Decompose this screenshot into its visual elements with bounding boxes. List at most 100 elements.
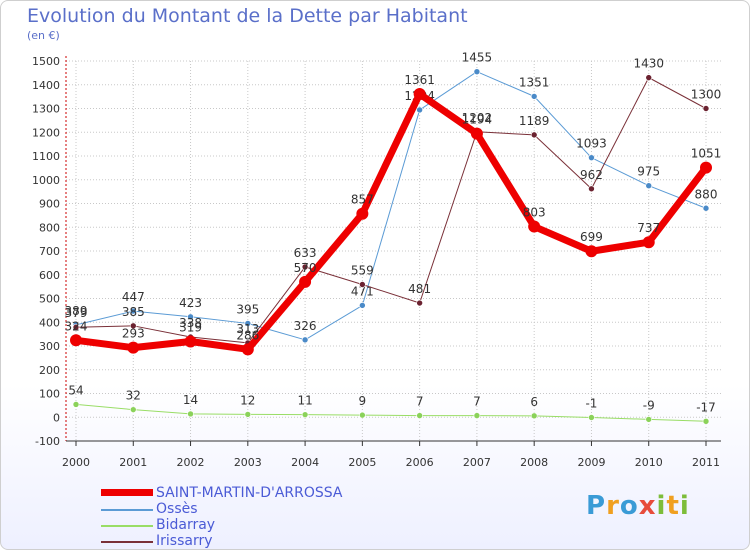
legend-label: Bidarray bbox=[156, 517, 216, 533]
x-tick-label: 2007 bbox=[463, 456, 491, 469]
y-tick-label: 0 bbox=[53, 411, 60, 424]
data-label: 803 bbox=[523, 206, 546, 220]
legend-swatch bbox=[101, 541, 153, 543]
data-point bbox=[127, 341, 140, 354]
data-label: 12 bbox=[240, 393, 255, 407]
data-point bbox=[700, 161, 712, 174]
data-point bbox=[470, 127, 483, 140]
legend-label: Irissarry bbox=[156, 533, 213, 549]
logo-letter: t bbox=[666, 491, 680, 521]
data-point bbox=[645, 74, 653, 81]
data-point bbox=[184, 335, 197, 348]
data-label: 699 bbox=[580, 230, 603, 244]
data-point bbox=[702, 105, 710, 112]
legend-label: Ossès bbox=[156, 501, 198, 517]
data-label: 32 bbox=[126, 389, 141, 403]
data-label: 481 bbox=[408, 282, 431, 296]
data-point bbox=[530, 412, 538, 420]
data-point bbox=[530, 131, 538, 139]
data-point bbox=[645, 416, 653, 423]
legend-swatch bbox=[101, 489, 153, 496]
data-point bbox=[588, 185, 595, 193]
logo-letter: i bbox=[679, 491, 690, 521]
data-label: 6 bbox=[530, 395, 538, 409]
data-point bbox=[187, 410, 194, 418]
data-label: 1430 bbox=[633, 57, 664, 71]
data-label: -1 bbox=[585, 396, 597, 410]
x-tick-label: 2006 bbox=[406, 456, 434, 469]
data-point bbox=[187, 313, 194, 321]
x-tick-label: 2005 bbox=[348, 456, 376, 469]
data-label: 313 bbox=[236, 322, 259, 336]
data-label: 7 bbox=[416, 395, 424, 409]
data-label: 324 bbox=[65, 319, 88, 333]
data-label: 11 bbox=[297, 394, 312, 408]
data-label: 385 bbox=[122, 305, 145, 319]
x-tick-label: 2004 bbox=[291, 456, 319, 469]
data-point bbox=[129, 307, 137, 315]
chart-subtitle: (en €) bbox=[27, 29, 60, 42]
data-label: 1202 bbox=[462, 111, 493, 125]
data-label: 633 bbox=[294, 246, 317, 260]
data-point bbox=[359, 302, 366, 309]
data-label: 880 bbox=[695, 187, 718, 201]
logo-letter: x bbox=[638, 491, 657, 521]
data-point bbox=[702, 204, 710, 212]
data-point bbox=[241, 343, 254, 356]
y-tick-label: 600 bbox=[39, 269, 60, 282]
data-label: 14 bbox=[183, 393, 198, 407]
data-label: 975 bbox=[637, 165, 660, 179]
data-point bbox=[530, 93, 538, 100]
y-tick-label: 100 bbox=[39, 388, 60, 401]
legend-label: SAINT-MARTIN-D'ARROSSA bbox=[156, 485, 343, 501]
x-tick-label: 2003 bbox=[234, 456, 262, 469]
logo-letter: P bbox=[586, 491, 607, 521]
y-tick-label: 1100 bbox=[32, 150, 60, 163]
data-label: 389 bbox=[65, 304, 88, 318]
data-label: 1361 bbox=[404, 73, 435, 87]
data-point bbox=[585, 245, 598, 258]
x-tick-label: 2008 bbox=[520, 456, 548, 469]
data-point bbox=[416, 412, 423, 419]
data-label: 379 bbox=[65, 306, 88, 320]
data-point bbox=[642, 236, 655, 249]
data-label: 1194 bbox=[462, 113, 493, 127]
x-tick-label: 2010 bbox=[635, 456, 663, 469]
data-point bbox=[129, 322, 137, 330]
data-label: 1300 bbox=[691, 88, 722, 102]
data-point bbox=[301, 263, 309, 271]
x-tick-label: 2009 bbox=[577, 456, 605, 469]
data-point bbox=[702, 417, 710, 425]
data-point bbox=[244, 411, 252, 418]
data-label: 962 bbox=[580, 168, 603, 182]
data-point bbox=[70, 334, 82, 347]
data-point bbox=[416, 106, 423, 114]
data-point bbox=[72, 323, 80, 331]
y-tick-label: 1400 bbox=[32, 79, 60, 92]
series-line bbox=[75, 403, 707, 422]
data-point bbox=[359, 411, 366, 419]
data-point bbox=[473, 68, 481, 75]
data-label: 286 bbox=[236, 328, 259, 342]
y-tick-label: 300 bbox=[39, 340, 60, 353]
data-label: 447 bbox=[122, 290, 145, 304]
data-point bbox=[129, 406, 137, 413]
y-tick-label: 200 bbox=[39, 364, 60, 377]
data-label: 7 bbox=[473, 395, 481, 409]
y-tick-label: 800 bbox=[39, 221, 60, 234]
data-point bbox=[473, 412, 481, 419]
chart-title: Evolution du Montant de la Dette par Hab… bbox=[27, 5, 468, 27]
data-point bbox=[413, 88, 426, 101]
y-tick-label: 1200 bbox=[32, 126, 60, 139]
data-point bbox=[72, 401, 80, 408]
x-tick-label: 2001 bbox=[119, 456, 147, 469]
x-tick-label: 2000 bbox=[62, 456, 90, 469]
data-point bbox=[359, 281, 366, 288]
data-label: 559 bbox=[351, 263, 374, 277]
data-label: 9 bbox=[359, 394, 367, 408]
data-label: 1051 bbox=[691, 147, 722, 161]
data-label: 1351 bbox=[519, 75, 550, 89]
data-label: -17 bbox=[696, 400, 716, 414]
y-tick-label: 700 bbox=[39, 245, 60, 258]
